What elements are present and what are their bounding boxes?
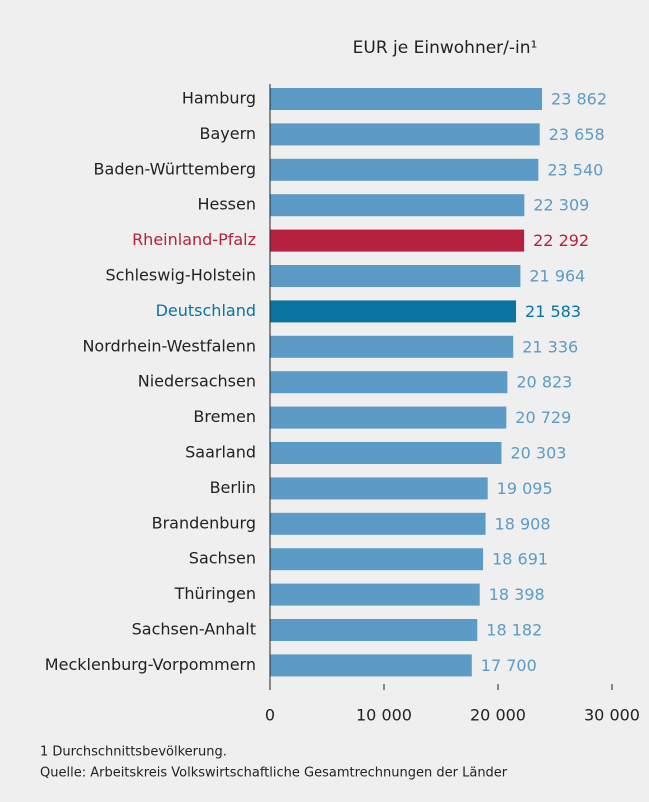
bar (270, 477, 488, 500)
source: Quelle: Arbeitskreis Volkswirtschaftlich… (40, 766, 508, 781)
bar (270, 548, 484, 571)
bar (270, 265, 521, 287)
bar (270, 442, 502, 464)
category-label: Bayern (199, 124, 256, 143)
category-label: Rheinland-Pfalz (132, 230, 256, 249)
category-label: Berlin (210, 478, 256, 497)
bar (270, 583, 480, 606)
x-tick-label: 30 000 (584, 706, 640, 725)
bar (270, 158, 539, 181)
bar (270, 654, 472, 677)
chart-title: EUR je Einwohner/-in¹ (353, 38, 538, 58)
x-tick-label: 0 (265, 706, 275, 725)
value-label: 21 964 (529, 267, 585, 286)
value-label: 19 095 (497, 479, 553, 498)
bar (270, 512, 486, 535)
category-label: Hessen (197, 195, 256, 214)
bar (270, 229, 525, 252)
category-label: Baden-Württemberg (94, 159, 256, 178)
value-label: 23 540 (547, 160, 603, 179)
bar (270, 406, 507, 429)
bar (270, 194, 525, 217)
value-label: 21 336 (522, 337, 578, 356)
value-label: 22 309 (533, 196, 589, 215)
value-label: 18 908 (495, 514, 551, 533)
category-label: Sachsen-Anhalt (132, 620, 256, 639)
value-label: 21 583 (525, 302, 581, 321)
bar (270, 88, 543, 110)
footnote: 1 Durchschnittsbevölkerung. (40, 745, 227, 760)
category-label: Bremen (193, 407, 256, 426)
bar (270, 619, 478, 641)
value-label: 20 303 (510, 444, 566, 463)
value-label: 18 182 (486, 621, 542, 640)
category-label: Saarland (185, 443, 256, 462)
x-tick-label: 20 000 (470, 706, 526, 725)
bar (270, 371, 508, 394)
bar (270, 335, 514, 358)
x-tick-label: 10 000 (356, 706, 412, 725)
value-label: 22 292 (533, 231, 589, 250)
value-label: 20 729 (515, 408, 571, 427)
value-label: 23 862 (551, 90, 607, 109)
bar (270, 300, 517, 323)
value-label: 20 823 (516, 373, 572, 392)
category-label: Hamburg (182, 89, 256, 108)
category-label: Deutschland (156, 301, 256, 320)
category-label: Thüringen (174, 584, 256, 603)
value-label: 18 691 (492, 550, 548, 569)
category-label: Sachsen (189, 549, 256, 568)
bar (270, 123, 540, 146)
category-label: Brandenburg (152, 513, 256, 532)
category-label: Mecklenburg-Vorpommern (45, 655, 256, 674)
value-label: 18 398 (489, 585, 545, 604)
value-label: 17 700 (481, 656, 537, 675)
category-label: Schleswig-Holstein (106, 266, 256, 285)
value-label: 23 658 (549, 125, 605, 144)
category-label: Nordrhein-Westfalenn (82, 336, 256, 355)
category-label: Niedersachsen (138, 372, 256, 391)
